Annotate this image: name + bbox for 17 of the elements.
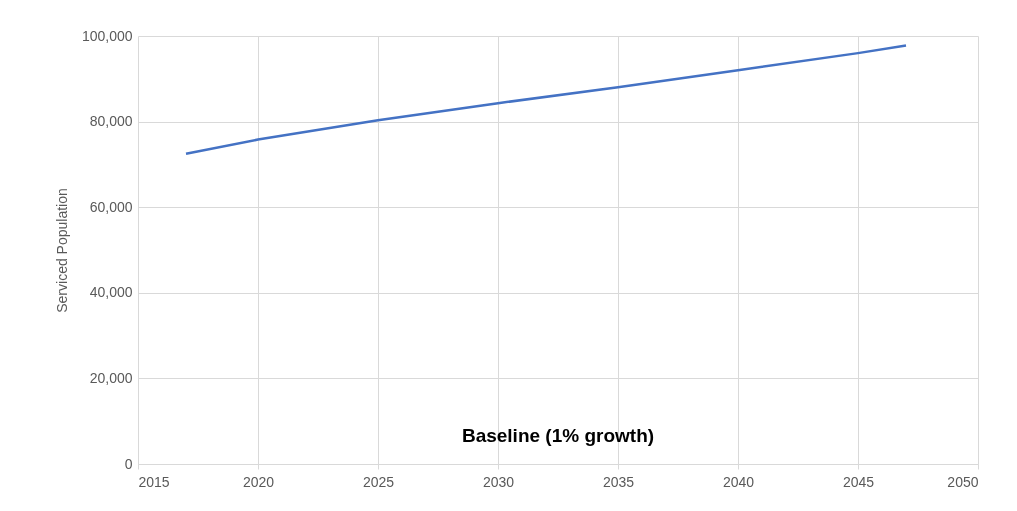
x-tick-label: 2030 [482,473,515,490]
line-series [184,44,908,155]
y-axis-title: Serviced Population [53,188,70,313]
x-tick-label: 2025 [362,473,395,490]
y-tick-label: 0 [124,455,133,472]
y-tick-label: 80,000 [89,113,133,130]
x-tick-label: 2020 [242,473,275,490]
y-tick-label: 40,000 [89,284,133,301]
x-tick-label: 2050 [947,473,979,490]
y-tick-label: 60,000 [89,198,133,215]
x-tick-label: 2040 [722,473,755,490]
x-tick-label: 2035 [602,473,635,490]
x-tick-label: 2015 [138,473,170,490]
y-tick-label: 20,000 [89,369,133,386]
text: Baseline (1% growth) [461,425,655,446]
y-tick-label: 100,000 [81,27,133,44]
x-tick-label: 2045 [842,473,875,490]
